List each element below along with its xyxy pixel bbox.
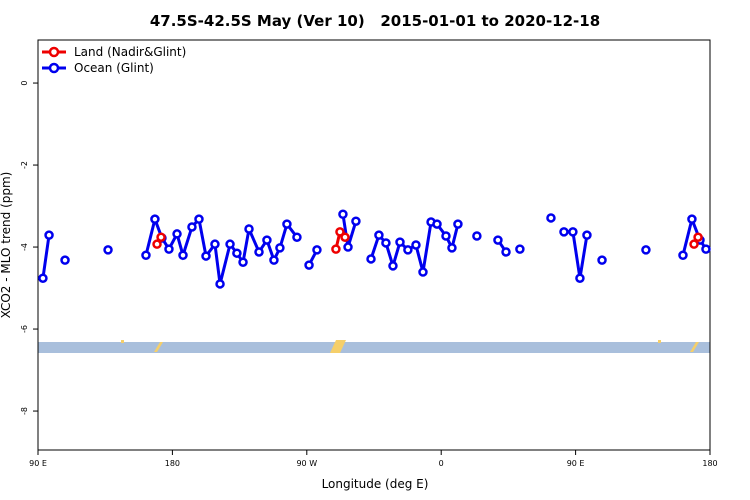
point [60, 255, 70, 265]
point [374, 230, 384, 240]
point [432, 219, 442, 229]
point [275, 243, 285, 253]
series-line [41, 214, 708, 285]
point [582, 230, 592, 240]
y-axis-label: XCO2 - MLO trend (ppm) [0, 172, 13, 319]
point [501, 247, 511, 257]
point [44, 230, 54, 240]
point [693, 232, 703, 242]
y-tick-label: -6 [20, 325, 29, 333]
point [312, 245, 322, 255]
point [351, 216, 361, 226]
point [292, 232, 302, 242]
legend-marker [48, 46, 60, 58]
point [338, 209, 348, 219]
point [262, 235, 272, 245]
chart-title: 47.5S-42.5S May (Ver 10) 2015-01-01 to 2… [150, 12, 600, 30]
point [201, 251, 211, 261]
point [493, 235, 503, 245]
point [225, 239, 235, 249]
point [254, 247, 264, 257]
point [559, 227, 569, 237]
point [546, 213, 556, 223]
y-tick-label: -2 [20, 161, 29, 169]
point [678, 250, 688, 260]
point [641, 245, 651, 255]
point [597, 255, 607, 265]
x-tick-label: 90 E [29, 459, 47, 468]
legend-marker [48, 62, 60, 74]
point [575, 273, 585, 283]
point [388, 261, 398, 271]
x-tick-label: 90 W [296, 459, 317, 468]
point [335, 227, 345, 237]
point [472, 231, 482, 241]
point [304, 260, 314, 270]
point [156, 232, 166, 242]
plot-frame [37, 39, 711, 451]
point [403, 245, 413, 255]
point [453, 219, 463, 229]
point [689, 239, 699, 249]
point [395, 237, 405, 247]
point [194, 214, 204, 224]
point [441, 231, 451, 241]
legend-label: Land (Nadir&Glint) [74, 45, 186, 59]
point [366, 254, 376, 264]
point [150, 214, 160, 224]
point [172, 229, 182, 239]
x-axis-label: Longitude (deg E) [322, 477, 429, 491]
land-strips [121, 340, 699, 353]
point [701, 244, 711, 254]
point [244, 224, 254, 234]
x-tick-label: 0 [439, 459, 444, 468]
point [152, 239, 162, 249]
point [232, 248, 242, 258]
point [238, 257, 248, 267]
y-tick-label: -4 [20, 243, 29, 251]
x-tick-label: 90 E [567, 459, 585, 468]
point [282, 219, 292, 229]
x-tick-label: 180 [165, 459, 180, 468]
point [141, 250, 151, 260]
point [331, 244, 341, 254]
point [187, 222, 197, 232]
point [178, 250, 188, 260]
point [215, 279, 225, 289]
point [515, 244, 525, 254]
point [210, 239, 220, 249]
x-tick-label: 180 [702, 459, 717, 468]
point [411, 240, 421, 250]
y-tick-label: -8 [20, 407, 29, 415]
point [340, 232, 350, 242]
point [269, 255, 279, 265]
legend-label: Ocean (Glint) [74, 61, 154, 75]
point [103, 245, 113, 255]
point [38, 273, 48, 283]
point [381, 238, 391, 248]
point [418, 267, 428, 277]
point [164, 244, 174, 254]
point [447, 243, 457, 253]
y-tick-label: 0 [20, 81, 29, 86]
point [343, 242, 353, 252]
ocean-band [38, 342, 710, 353]
point [687, 214, 697, 224]
point [568, 227, 578, 237]
